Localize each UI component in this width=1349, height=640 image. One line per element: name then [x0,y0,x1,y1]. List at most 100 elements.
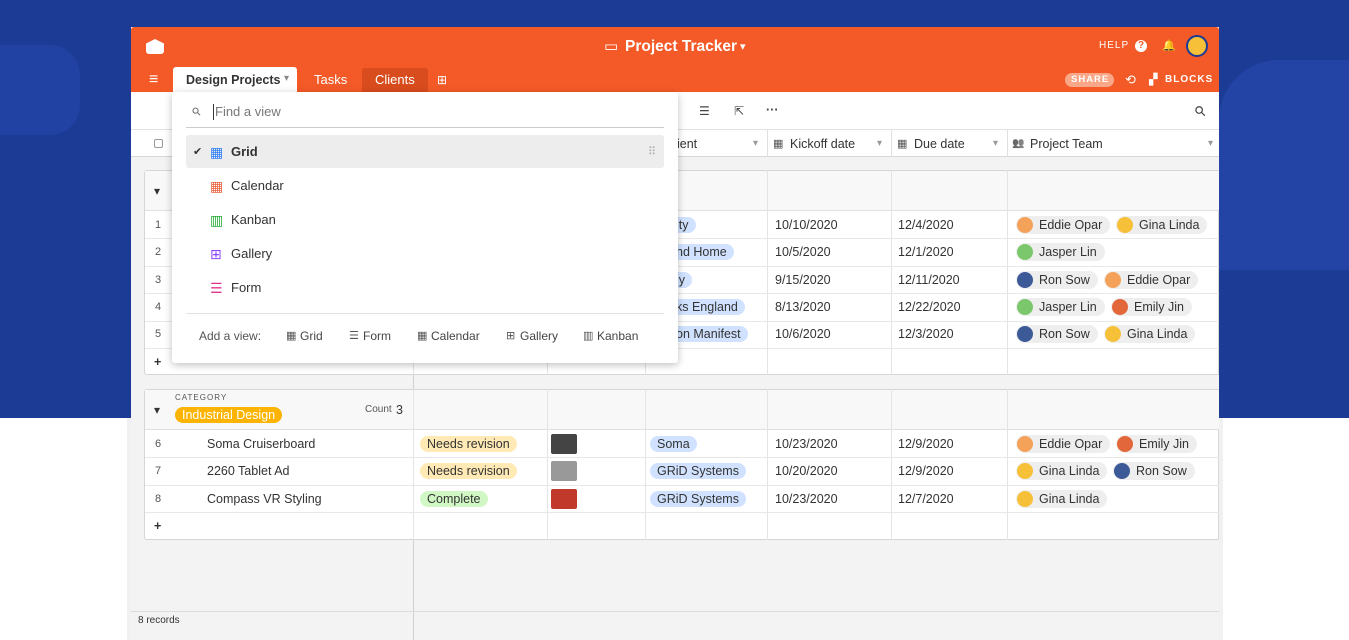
row-number: 1 [154,219,162,231]
add-view-icon: ⊞ [506,330,516,342]
blocks-label[interactable]: BLOCKS [1165,74,1214,85]
client-link: Soma [650,436,697,452]
help-link[interactable]: HELP [1099,40,1130,51]
row-number: 7 [154,465,162,477]
add-view-icon: ▥ [583,330,594,342]
column-header[interactable]: Project Team [1030,137,1103,151]
record-name[interactable]: 2260 Tablet Ad [207,464,290,478]
tab-label[interactable]: Clients [375,72,415,87]
column-divider [891,130,892,157]
add-view-icon: ☰ [349,330,359,342]
app-header [131,27,1219,92]
people-icon: 👥 [1012,138,1025,149]
add-view-icon: ▦ [417,330,428,342]
add-row[interactable]: + [154,519,162,533]
add-view-option[interactable]: Grid [300,329,323,343]
client-link: ks England [669,299,745,315]
collaborator-avatar [1017,436,1033,452]
cell-date: 12/9/2020 [898,464,954,478]
backdrop-shape [1219,60,1349,270]
column-header[interactable]: Kickoff date [790,137,856,151]
logo [146,39,164,54]
attachment-thumbnail[interactable] [551,461,577,481]
cell-date: 8/13/2020 [775,300,831,314]
history-icon[interactable]: ⟲ [1125,72,1136,87]
add-view-option[interactable]: Calendar [431,329,480,343]
collaborator-avatar [1017,326,1033,342]
group-count: 3 [396,403,403,417]
collaborator-avatar [1105,326,1121,342]
column-header[interactable]: Due date [914,137,965,151]
group-field-label: CATEGORY [175,393,228,402]
attachment-thumbnail[interactable] [551,489,577,509]
share-view-icon[interactable]: ⇱ [734,104,745,118]
group-value: Industrial Design [175,407,283,423]
view-option[interactable]: Form [231,280,262,295]
collaborator: Emily Jin [1111,298,1193,316]
cell-date: 12/1/2020 [898,245,954,259]
cell-date: 12/4/2020 [898,218,954,232]
view-option[interactable]: Calendar [231,178,284,193]
group-collapse[interactable]: ▾ [154,403,161,417]
column-header[interactable]: ient [677,137,698,151]
base-title[interactable]: Project Tracker [625,38,738,55]
client-link: GRiD Systems [650,491,746,507]
cell-date: 12/3/2020 [898,327,954,341]
backdrop-pattern [0,45,80,135]
collaborator: Jasper Lin [1016,298,1105,316]
menu-icon[interactable]: ≡ [149,71,159,88]
column-caret: ▾ [1208,138,1214,149]
collaborator: Ron Sow [1113,462,1195,480]
add-view-option[interactable]: Kanban [597,329,639,343]
collaborator: Eddie Opar [1104,271,1199,289]
collaborator-avatar [1114,463,1130,479]
cell-date: 12/11/2020 [898,273,960,287]
help-icon[interactable]: ? [1135,40,1147,52]
tab-inactive[interactable] [362,68,428,92]
date-icon: ▦ [773,138,784,150]
row-number: 8 [154,493,162,505]
column-divider [413,389,414,540]
group-collapse[interactable]: ▾ [154,184,161,198]
record-name[interactable]: Compass VR Styling [207,492,322,506]
view-option[interactable]: Kanban [231,212,276,227]
add-tab-icon[interactable]: ⊞ [437,73,448,87]
select-all-checkbox[interactable] [154,139,163,148]
collaborator-avatar [1105,272,1121,288]
row-number: 2 [154,246,162,258]
view-option[interactable]: Grid [231,144,258,159]
cell-date: 10/6/2020 [775,327,831,341]
add-row[interactable]: + [154,355,162,369]
share-button[interactable] [1065,73,1114,87]
view-option[interactable]: Gallery [231,246,273,261]
collaborator-avatar [1017,299,1033,315]
add-view-label: Add a view: [199,329,262,343]
view-search[interactable]: Find a view [213,104,281,120]
user-avatar[interactable] [1186,35,1208,57]
attachment-thumbnail[interactable] [551,434,577,454]
notifications-icon[interactable]: 🔔 [1162,40,1176,52]
client-link: GRiD Systems [650,463,746,479]
more-icon[interactable]: ··· [766,103,779,117]
status-tag: Needs revision [420,463,517,479]
cell-date: 12/22/2020 [898,300,961,314]
collaborator-avatar [1017,217,1033,233]
tab-active[interactable] [173,67,297,92]
status-tag: Complete [420,491,488,507]
record-name[interactable]: Soma Cruiserboard [207,437,316,451]
cell-date: 12/9/2020 [898,437,954,451]
record-count: 8 records [138,615,180,626]
add-view-option[interactable]: Gallery [520,329,559,343]
add-view-option[interactable]: Form [363,329,391,343]
row-number: 3 [154,274,162,286]
share-label[interactable]: SHARE [1071,74,1110,85]
cell-date: 10/20/2020 [775,464,838,478]
collaborator: Jasper Lin [1016,243,1105,261]
row-height-icon[interactable]: ☰ [699,104,710,118]
tab-label[interactable]: Tasks [314,72,348,87]
view-icon: ▥ [210,212,224,228]
tab-label[interactable]: Design Projects [186,73,281,87]
blocks-icon[interactable]: ▞ [1149,74,1158,86]
row-divider [145,293,1219,295]
column-divider [891,170,892,376]
